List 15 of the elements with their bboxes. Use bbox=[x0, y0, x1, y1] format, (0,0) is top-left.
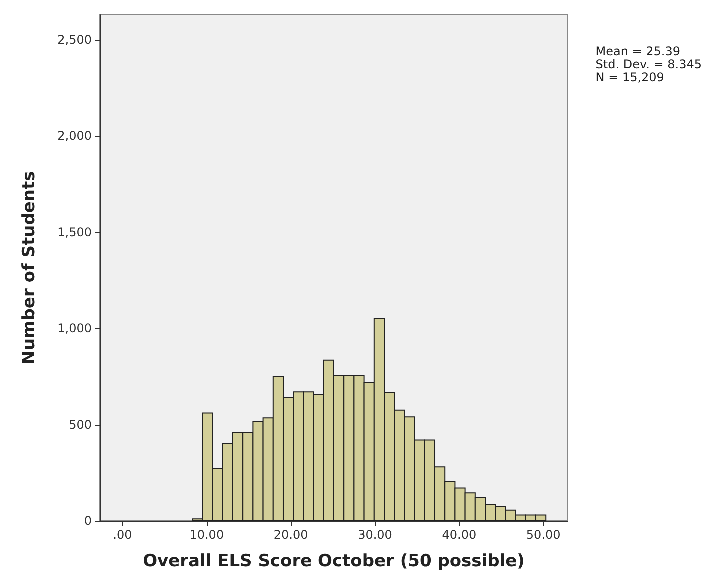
x-axis-title: Overall ELS Score October (50 possible) bbox=[143, 552, 525, 572]
y-tick-label: 1,500 bbox=[58, 225, 92, 240]
y-tick-label: 0 bbox=[84, 514, 92, 528]
y-tick-label: 2,000 bbox=[58, 129, 92, 144]
x-tick-label: 50.00 bbox=[526, 528, 561, 542]
y-tick-label: 2,500 bbox=[58, 33, 92, 48]
x-tick-label: 10.00 bbox=[190, 528, 224, 542]
x-tick-label: 20.00 bbox=[274, 528, 308, 542]
y-tick-label: 1,000 bbox=[58, 322, 92, 336]
y-tick-label: 500 bbox=[69, 418, 92, 432]
y-axis-title: Number of Students bbox=[20, 171, 40, 365]
x-tick-label: 40.00 bbox=[442, 528, 477, 542]
x-tick-label: 30.00 bbox=[358, 528, 392, 542]
text: Mean = 25.39 Std. Dev. = 8.345 N = 15,209 bbox=[596, 44, 702, 84]
x-tick-label: .00 bbox=[113, 528, 132, 542]
